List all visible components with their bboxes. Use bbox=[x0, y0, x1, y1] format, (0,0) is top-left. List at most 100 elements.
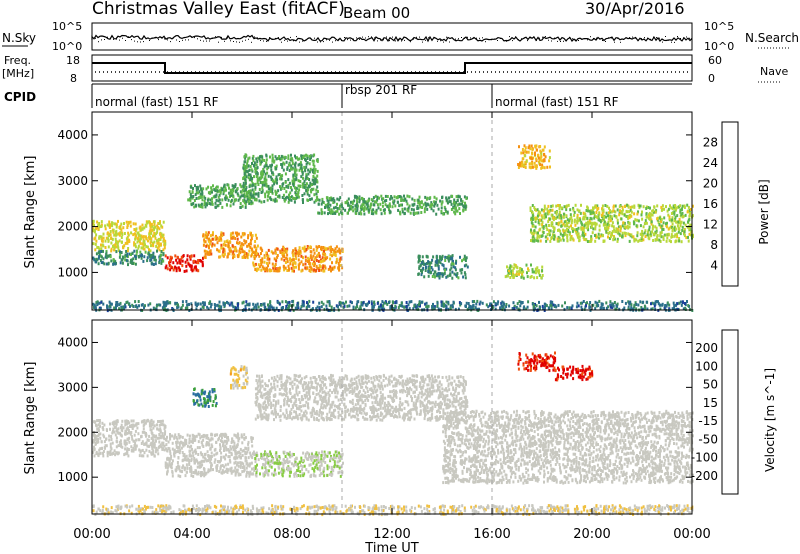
data-cell bbox=[297, 249, 300, 253]
data-cell bbox=[110, 438, 113, 441]
data-cell bbox=[673, 212, 676, 216]
data-cell bbox=[328, 197, 331, 200]
data-cell bbox=[93, 229, 96, 233]
data-cell bbox=[611, 217, 613, 221]
data-cell bbox=[263, 302, 266, 306]
data-cell bbox=[318, 198, 321, 202]
data-cell bbox=[331, 212, 334, 215]
noise-search-dot bbox=[317, 41, 318, 43]
cpid-panel: CPID normal (fast) 151 RF rbsp 201 RF no… bbox=[4, 83, 692, 109]
data-cell bbox=[105, 251, 108, 255]
data-cell bbox=[256, 302, 259, 306]
data-cell bbox=[612, 238, 615, 242]
data-cell bbox=[280, 187, 283, 190]
data-cell bbox=[98, 424, 101, 428]
data-cell bbox=[570, 224, 572, 228]
data-cell bbox=[163, 239, 166, 242]
data-cell bbox=[181, 303, 184, 307]
data-cell bbox=[285, 305, 288, 308]
data-cell bbox=[240, 194, 243, 198]
data-cell bbox=[306, 186, 309, 190]
data-cell bbox=[233, 249, 236, 253]
noise-series bbox=[91, 34, 693, 43]
data-cell bbox=[111, 237, 114, 241]
data-cell bbox=[147, 438, 150, 442]
data-cell bbox=[517, 163, 520, 166]
noise-search-dot bbox=[95, 37, 96, 39]
data-cell bbox=[294, 191, 297, 194]
data-cell bbox=[154, 439, 157, 443]
data-cell bbox=[186, 306, 189, 310]
data-cell bbox=[228, 191, 231, 195]
data-cell bbox=[553, 237, 555, 241]
data-cell bbox=[329, 257, 332, 261]
data-cell bbox=[535, 166, 538, 170]
data-cell bbox=[306, 304, 309, 308]
data-cell bbox=[300, 166, 303, 170]
noise-search-dot bbox=[149, 40, 150, 41]
data-cell bbox=[529, 209, 532, 212]
data-cell bbox=[311, 159, 314, 163]
data-cell bbox=[577, 232, 580, 236]
data-cell bbox=[118, 232, 120, 236]
data-cell bbox=[633, 239, 636, 243]
data-cell bbox=[128, 252, 131, 256]
data-cell bbox=[138, 454, 141, 458]
data-cell bbox=[316, 174, 319, 178]
data-cell bbox=[561, 234, 564, 237]
data-cell bbox=[665, 222, 667, 226]
data-cell bbox=[636, 234, 639, 238]
data-cell bbox=[98, 306, 101, 310]
data-cell bbox=[332, 197, 335, 201]
data-cell bbox=[358, 307, 361, 311]
data-cell bbox=[153, 435, 156, 439]
data-cell bbox=[330, 267, 333, 271]
data-cell bbox=[211, 233, 214, 237]
data-cell bbox=[671, 307, 674, 311]
data-cell bbox=[256, 244, 259, 248]
data-cell bbox=[204, 256, 207, 259]
data-cell bbox=[504, 275, 507, 279]
data-cell bbox=[199, 436, 202, 440]
data-cell bbox=[203, 238, 206, 242]
data-cell bbox=[340, 304, 343, 308]
data-cell bbox=[609, 209, 611, 213]
data-cell bbox=[209, 198, 212, 202]
noise-search-dot bbox=[623, 39, 624, 40]
data-cell bbox=[525, 307, 528, 311]
data-cell bbox=[362, 207, 365, 211]
data-cell bbox=[304, 185, 307, 188]
data-cell bbox=[521, 301, 524, 304]
data-cell bbox=[153, 442, 156, 445]
data-cell bbox=[501, 300, 504, 304]
data-cell bbox=[328, 246, 331, 250]
data-cell bbox=[665, 304, 668, 308]
data-cell bbox=[374, 210, 377, 214]
noise-search-dot bbox=[380, 39, 381, 41]
data-cell bbox=[665, 239, 668, 243]
data-cell bbox=[397, 208, 400, 212]
data-cell bbox=[338, 198, 341, 202]
noise-search-dot bbox=[608, 37, 609, 39]
data-cell bbox=[481, 301, 484, 305]
data-cell bbox=[425, 305, 428, 309]
data-cell bbox=[197, 453, 200, 456]
data-cell bbox=[197, 261, 200, 265]
data-cell bbox=[291, 269, 294, 273]
data-cell bbox=[284, 261, 287, 264]
data-cell bbox=[200, 259, 203, 263]
data-cell bbox=[215, 198, 218, 202]
data-cell bbox=[530, 239, 532, 242]
data-cell bbox=[276, 247, 279, 251]
data-cell bbox=[232, 195, 235, 199]
data-cell bbox=[272, 160, 275, 164]
data-cell bbox=[437, 207, 440, 211]
data-cell bbox=[660, 217, 663, 221]
data-cell bbox=[566, 236, 569, 239]
data-cell bbox=[193, 205, 196, 209]
data-cell bbox=[130, 445, 133, 449]
data-cell bbox=[431, 305, 434, 309]
data-cell bbox=[422, 203, 425, 207]
data-cell bbox=[306, 192, 309, 196]
data-cell bbox=[165, 302, 168, 306]
